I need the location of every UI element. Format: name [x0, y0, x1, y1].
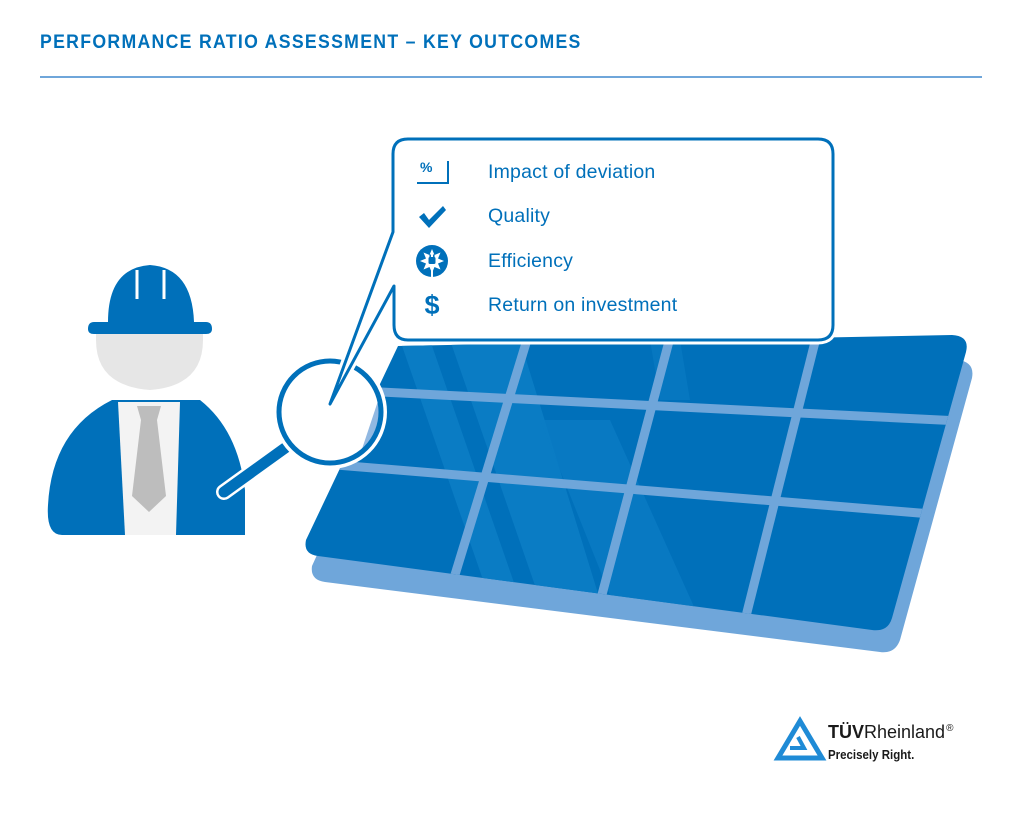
face	[96, 330, 203, 390]
list-item-quality: Quality	[410, 195, 820, 240]
hard-hat	[88, 265, 212, 334]
key-outcomes-list: % Impact of deviation Quality Efficiency	[410, 150, 820, 328]
percent-icon: %	[410, 155, 454, 189]
list-item-label: Efficiency	[488, 249, 574, 272]
dollar-icon: $	[424, 290, 440, 321]
list-item-label: Return on investment	[488, 294, 678, 317]
checkmark-icon	[410, 200, 454, 234]
solar-panel-illustration	[305, 335, 973, 653]
tuv-rheinland-logo: TÜVRheinland® Precisely Right.	[776, 718, 1006, 778]
engineer-figure	[47, 265, 246, 535]
list-item-impact-of-deviation: % Impact of deviation	[410, 150, 820, 195]
page-title: PERFORMANCE RATIO ASSESSMENT – KEY OUTCO…	[40, 32, 582, 53]
tie	[132, 406, 166, 512]
logo-tagline: Precisely Right.	[828, 748, 915, 762]
list-item-efficiency: Efficiency	[410, 239, 820, 284]
title-divider	[40, 76, 982, 78]
logo-wordmark: TÜVRheinland®	[828, 722, 954, 742]
tuv-logo-triangle	[773, 716, 827, 761]
callout-bubble	[325, 134, 838, 409]
efficiency-plug-icon	[410, 244, 454, 278]
list-item-return-on-investment: $ Return on investment	[410, 284, 820, 329]
magnifying-glass	[216, 355, 387, 500]
svg-text:%: %	[420, 159, 433, 175]
list-item-label: Impact of deviation	[488, 160, 656, 183]
list-item-label: Quality	[488, 205, 551, 228]
